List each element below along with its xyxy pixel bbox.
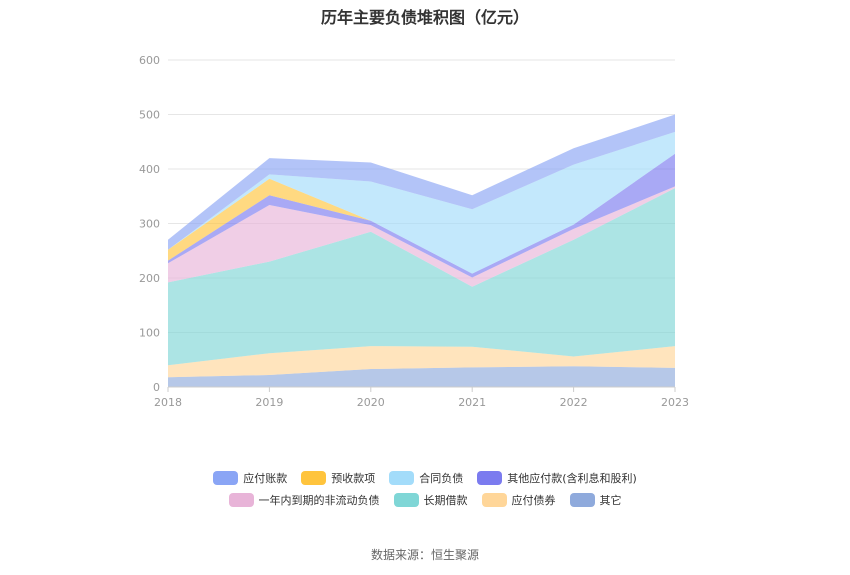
legend-swatch	[569, 493, 595, 507]
legend-label: 其他应付款(含利息和股利)	[507, 472, 637, 485]
area-series-1	[168, 346, 675, 378]
area-series-3	[168, 186, 675, 287]
legend-swatch	[477, 471, 503, 485]
legend-item[interactable]: 其它	[569, 492, 622, 508]
x-tick-label: 2023	[661, 396, 689, 409]
area-series-7	[168, 114, 675, 250]
data-source-note: 数据来源：恒生聚源	[370, 548, 479, 562]
legend-swatch	[301, 471, 327, 485]
y-tick-label: 100	[139, 327, 160, 340]
chart-title: 历年主要负债堆积图（亿元）	[320, 8, 529, 27]
area-series-layer	[168, 114, 675, 387]
x-tick-label: 2020	[357, 396, 385, 409]
area-series-6	[168, 131, 675, 274]
legend-label: 合同负债	[419, 472, 464, 485]
legend-item[interactable]: 应付账款	[213, 470, 287, 486]
legend-item[interactable]: 预收款项	[301, 470, 375, 486]
y-tick-label: 600	[139, 54, 160, 67]
legend-label: 其它	[599, 494, 622, 507]
y-tick-label: 400	[139, 163, 160, 176]
legend-swatch	[213, 471, 239, 485]
legend-item[interactable]: 应付债券	[481, 492, 556, 508]
legend-item[interactable]: 长期借款	[393, 492, 468, 508]
legend-item[interactable]: 合同负债	[389, 470, 463, 486]
legend-swatch	[481, 493, 507, 507]
legend-swatch	[228, 493, 254, 507]
legend-item[interactable]: 其他应付款(含利息和股利)	[477, 470, 637, 486]
y-tick-label: 300	[139, 218, 160, 231]
legend-row: 应付账款 预收款项 合同负债 其他应付款(含利息和股利)	[0, 470, 850, 486]
x-tick-label: 2019	[255, 396, 283, 409]
legend-item[interactable]: 一年内到期的非流动负债	[228, 492, 380, 508]
x-tick-label: 2021	[458, 396, 486, 409]
legend-label: 预收款项	[331, 472, 376, 485]
y-tick-label: 200	[139, 272, 160, 285]
legend-label: 应付债券	[511, 494, 556, 507]
axes: 0 100 200 300 400 500 600 2018 2019 2020 2021 2022 2…	[139, 54, 689, 409]
legend-label: 应付账款	[243, 472, 288, 485]
y-tick-label: 0	[153, 381, 160, 394]
legend: 应付账款 预收款项 合同负债 其他应付款(含利息和股利) 一年内到期的非流动负债 长期借款…	[0, 470, 850, 514]
area-series-2	[168, 188, 675, 366]
y-tick-label: 500	[139, 109, 160, 122]
x-tick-label: 2018	[154, 396, 182, 409]
legend-label: 一年内到期的非流动负债	[258, 494, 380, 507]
area-series-0	[168, 366, 675, 387]
legend-swatch	[393, 493, 419, 507]
legend-label: 长期借款	[423, 494, 468, 507]
x-tick-label: 2022	[560, 396, 588, 409]
legend-swatch	[389, 471, 415, 485]
legend-row: 一年内到期的非流动负债 长期借款 应付债券 其它	[0, 492, 850, 508]
